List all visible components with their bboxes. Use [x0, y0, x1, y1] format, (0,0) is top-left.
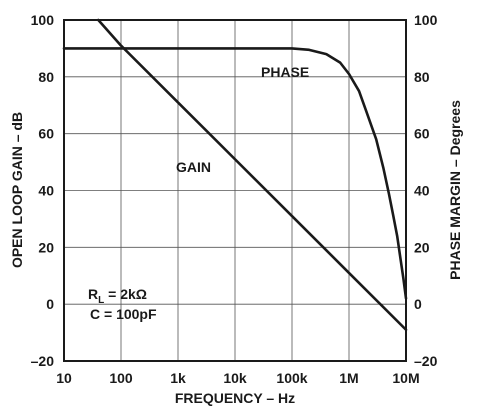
y-right-tick-label: 0: [414, 296, 422, 312]
y-left-axis-title: OPEN LOOP GAIN – dB: [9, 112, 25, 268]
x-tick-label: 1M: [339, 370, 358, 386]
condition-rl-main: R: [88, 286, 98, 302]
condition-rl-value: = 2kΩ: [104, 286, 147, 302]
y-left-tick-label: 60: [38, 126, 54, 142]
x-tick-label: 10: [56, 370, 72, 386]
x-tick-label: 100: [109, 370, 133, 386]
gain-series-label: GAIN: [176, 159, 211, 175]
plot-frame: [63, 19, 407, 362]
y-left-tick-label: 0: [46, 296, 54, 312]
x-tick-label: 100k: [276, 370, 307, 386]
condition-rl: RL = 2kΩ: [88, 286, 147, 306]
y-right-tick-label: 40: [414, 183, 430, 199]
grid: [64, 20, 406, 361]
y-left-tick-label: –20: [31, 353, 55, 369]
series-lines: [62, 18, 408, 332]
gain-series-line: [97, 18, 408, 332]
x-tick-label: 10k: [223, 370, 247, 386]
condition-c: C = 100pF: [90, 306, 157, 322]
x-tick-label: 10M: [392, 370, 419, 386]
y-right-tick-label: 80: [414, 69, 430, 85]
y-left-tick-label: 20: [38, 239, 54, 255]
y-right-tick-label: 60: [414, 126, 430, 142]
phase-series-line: [62, 47, 408, 300]
y-right-axis-title: PHASE MARGIN – Degrees: [447, 100, 463, 280]
x-tick-label: 1k: [170, 370, 186, 386]
y-right-tick-label: 20: [414, 239, 430, 255]
y-right-tick-label: 100: [414, 12, 438, 28]
condition-rl-sub: L: [98, 295, 104, 306]
tick-labels: 10 100 1k 10k 100k 1M 10M–20020406080100–20020…: [31, 12, 438, 386]
x-axis-title: FREQUENCY – Hz: [175, 390, 295, 406]
y-left-tick-label: 40: [38, 183, 54, 199]
y-left-tick-label: 100: [31, 12, 55, 28]
y-right-tick-label: –20: [414, 353, 438, 369]
phase-series-label: PHASE: [261, 64, 309, 80]
y-left-tick-label: 80: [38, 69, 54, 85]
